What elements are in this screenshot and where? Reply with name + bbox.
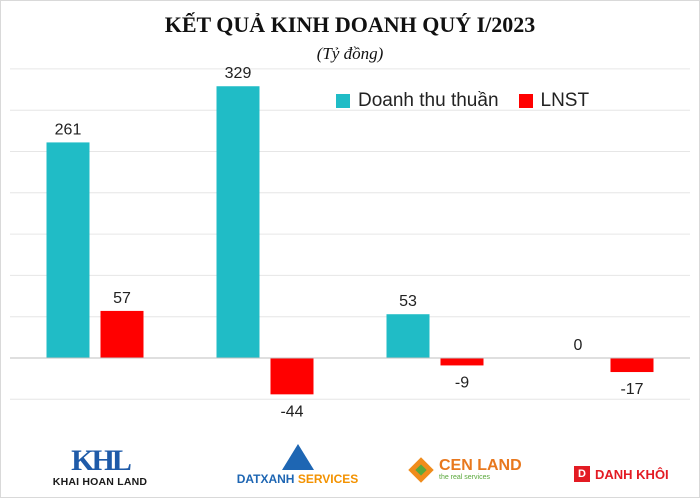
profit-data-label: 57 (113, 290, 131, 307)
revenue-bar (46, 142, 90, 358)
revenue-data-label: 329 (225, 65, 252, 82)
profit-bar (610, 358, 654, 373)
datxanh-logo-name-a: DATXANH (236, 472, 295, 486)
legend-swatch-profit (518, 94, 533, 108)
datxanh-services-logo: DATXANH SERVICES (230, 444, 365, 486)
chart-legend: Doanh thu thuần LNST (336, 90, 609, 112)
revenue-data-label: 53 (399, 293, 417, 310)
danh-khoi-logo-name: DANH KHÔI (595, 466, 669, 482)
revenue-bar (386, 314, 430, 358)
datxanh-services-logo-name: DATXANH SERVICES (230, 472, 365, 486)
chart-subtitle: (Tỷ đồng) (316, 44, 384, 63)
khai-hoan-land-logo-name: KHAI HOAN LAND (52, 476, 148, 488)
revenue-bar (216, 86, 260, 358)
cen-land-logo-tagline: the real services (439, 474, 490, 481)
datxanh-logo-name-b: SERVICES (294, 472, 359, 486)
legend-swatch-revenue (336, 94, 350, 108)
cen-land-logo-name: CEN LAND (439, 457, 522, 474)
legend-item-revenue: Doanh thu thuần (336, 90, 499, 112)
profit-data-label: -9 (455, 374, 469, 391)
danh-khoi-logo: D DANH KHÔI (574, 466, 669, 482)
profit-bar (440, 358, 484, 366)
profit-data-label: -44 (280, 403, 303, 420)
revenue-data-label: 0 (574, 337, 583, 354)
revenue-data-label: 261 (55, 121, 82, 138)
legend-item-profit: LNST (518, 90, 590, 112)
profit-bar (100, 310, 144, 358)
profit-data-label: -17 (620, 381, 643, 398)
khai-hoan-land-logo-mark: KHL (71, 444, 132, 477)
chart-title: KẾT QUẢ KINH DOANH QUÝ I/2023 (164, 12, 536, 37)
datxanh-triangle-icon (281, 444, 314, 470)
legend-label-revenue: Doanh thu thuần (358, 90, 499, 111)
legend-label-profit: LNST (540, 90, 590, 111)
cen-land-diamond-icon (408, 456, 434, 483)
danh-khoi-mark-icon: D (574, 466, 590, 482)
cen-land-logo: CEN LAND the real services (408, 456, 522, 483)
khai-hoan-land-logo: KHL KHAI HOAN LAND (40, 444, 160, 489)
profit-bar (270, 358, 314, 395)
